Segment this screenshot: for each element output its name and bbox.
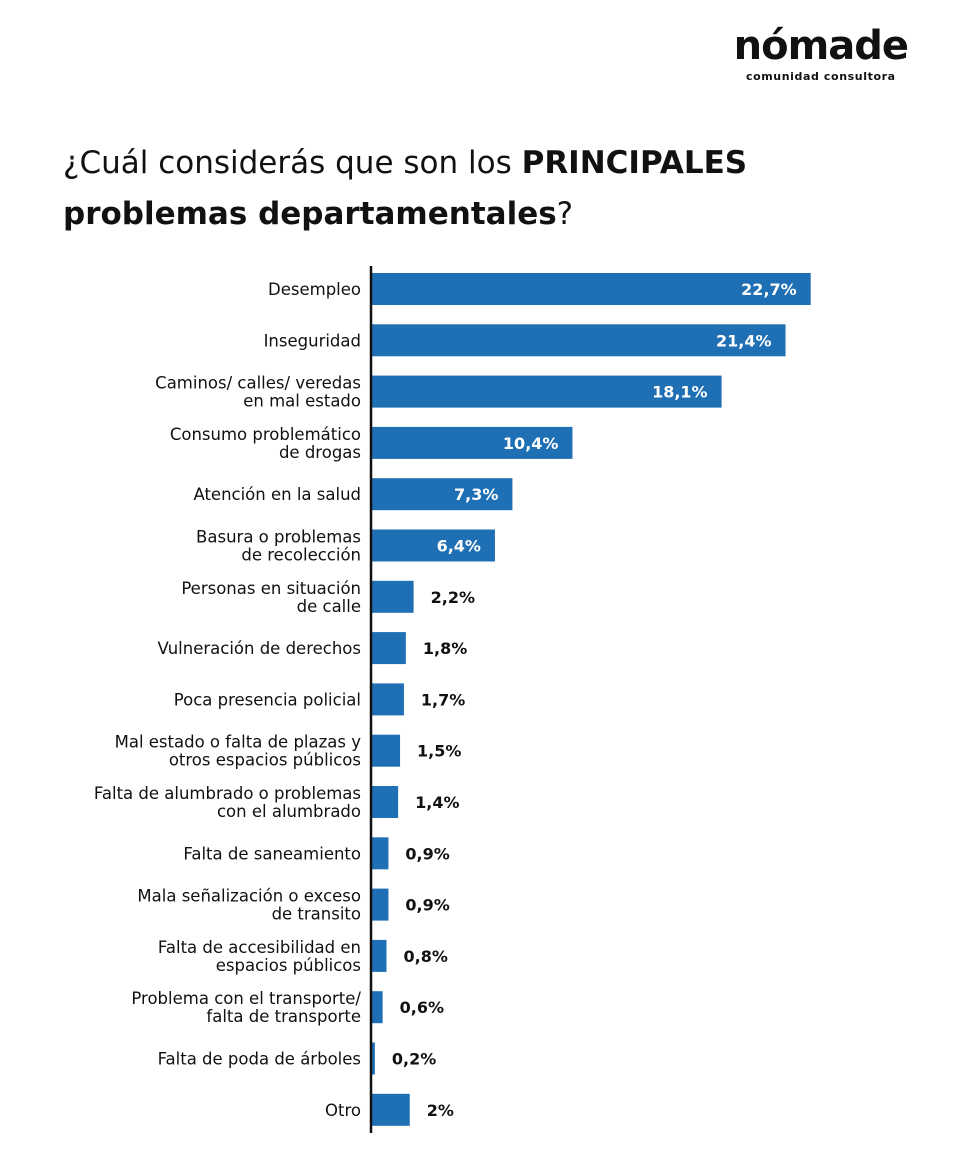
category-label-9: Mal estado o falta de plazas y otros espa… — [115, 733, 362, 770]
value-label-15: 0,2% — [392, 1050, 436, 1069]
category-label-4: Atención en la salud — [193, 485, 361, 504]
bar-7 — [371, 632, 406, 665]
category-label-line: Vulneración de derechos — [158, 639, 361, 658]
value-label-10: 1,4% — [415, 793, 459, 812]
category-label-line: Caminos/ calles/ veredas — [155, 374, 361, 393]
category-label-14: Problema con el transporte/falta de tran… — [131, 989, 361, 1026]
category-label-line: Otro — [325, 1101, 361, 1120]
category-label-line: Falta de saneamiento — [183, 844, 361, 863]
category-label-line: falta de transporte — [206, 1007, 361, 1026]
category-label-3: Consumo problemático de drogas — [170, 425, 361, 462]
category-label-line: Consumo problemático — [170, 425, 361, 444]
category-label-line: Personas en situación — [181, 579, 361, 598]
title-suffix: ? — [556, 196, 574, 232]
value-label-9: 1,5% — [417, 742, 461, 761]
category-label-2: Caminos/ calles/ veredas en mal estado — [155, 374, 361, 411]
category-label-0: Desempleo — [268, 280, 361, 299]
category-label-line: Falta de poda de árboles — [158, 1050, 361, 1069]
category-label-1: Inseguridad — [264, 331, 361, 350]
category-label-line: Desempleo — [268, 280, 361, 299]
bar-16 — [371, 1093, 410, 1126]
category-label-12: Mala señalización o exceso de transito — [137, 887, 361, 924]
bar-8 — [371, 683, 404, 716]
title-prefix: ¿Cuál considerás que son los — [63, 145, 522, 181]
category-label-line: Basura o problemas — [196, 528, 361, 547]
category-label-line: Poca presencia policial — [174, 690, 361, 709]
category-label-7: Vulneración de derechos — [158, 639, 361, 658]
bar-10 — [371, 786, 399, 818]
bar-0 — [371, 273, 811, 305]
value-label-0: 22,7% — [741, 280, 797, 299]
category-label-line: Mal estado o falta de plazas y — [115, 733, 362, 752]
bar-3 — [371, 426, 573, 459]
value-label-3: 10,4% — [503, 434, 559, 453]
value-label-1: 21,4% — [716, 331, 772, 350]
category-label-line: Falta de accesibilidad en — [158, 938, 361, 957]
title-bold: PRINCIPALES problemas departamentales — [63, 145, 748, 232]
category-label-11: Falta de saneamiento — [183, 844, 361, 863]
category-label-16: Otro — [325, 1101, 361, 1120]
value-label-11: 0,9% — [405, 844, 449, 863]
chart-title: ¿Cuál considerás que son los PRINCIPALES… — [63, 138, 923, 240]
category-label-line: otros espacios públicos — [169, 751, 361, 770]
category-label-line: Problema con el transporte/ — [131, 989, 361, 1008]
value-label-12: 0,9% — [405, 896, 449, 915]
brand-logo: nómade comunidad consultora — [733, 23, 909, 84]
category-label-13: Falta de accesibilidad en espacios públic… — [158, 938, 361, 975]
bar-1 — [371, 324, 786, 357]
bar-13 — [371, 939, 387, 972]
value-label-4: 7,3% — [454, 485, 498, 504]
bar-14 — [371, 991, 383, 1024]
bar-6 — [371, 580, 414, 613]
category-label-line: espacios públicos — [216, 956, 361, 975]
value-label-5: 6,4% — [437, 537, 481, 556]
value-label-16: 2% — [427, 1101, 454, 1120]
category-label-line: Mala señalización o exceso — [137, 887, 361, 906]
category-label-line: en mal estado — [243, 392, 361, 411]
category-label-line: Falta de alumbrado o problemas — [94, 784, 361, 803]
bar-9 — [371, 734, 401, 767]
value-label-7: 1,8% — [423, 639, 467, 658]
brand-tagline: comunidad consultora — [745, 70, 896, 83]
brand-name: nómade — [733, 23, 909, 69]
category-label-line: Atención en la salud — [193, 485, 361, 504]
value-label-13: 0,8% — [403, 947, 447, 966]
bar-12 — [371, 888, 389, 921]
bar-4 — [371, 478, 513, 511]
category-label-line: Inseguridad — [264, 331, 361, 350]
category-label-15: Falta de poda de árboles — [158, 1050, 361, 1069]
value-label-14: 0,6% — [400, 998, 444, 1017]
bar-11 — [371, 837, 389, 870]
value-label-2: 18,1% — [652, 383, 708, 402]
category-label-5: Basura o problemas de recolección — [196, 528, 361, 565]
category-label-line: de recolección — [241, 546, 361, 565]
category-label-line: con el alumbrado — [217, 802, 361, 821]
category-label-line: de transito — [272, 905, 361, 924]
category-label-6: Personas en situación de calle — [181, 579, 361, 616]
category-label-8: Poca presencia policial — [174, 690, 361, 709]
value-label-6: 2,2% — [431, 588, 475, 607]
category-label-line: de drogas — [279, 443, 361, 462]
bar-5 — [371, 529, 495, 562]
category-label-10: Falta de alumbrado o problemas con el alu… — [94, 784, 361, 821]
value-label-8: 1,7% — [421, 690, 465, 709]
bar-2 — [371, 375, 722, 408]
bar-15 — [371, 1042, 375, 1075]
category-label-line: de calle — [297, 597, 361, 616]
